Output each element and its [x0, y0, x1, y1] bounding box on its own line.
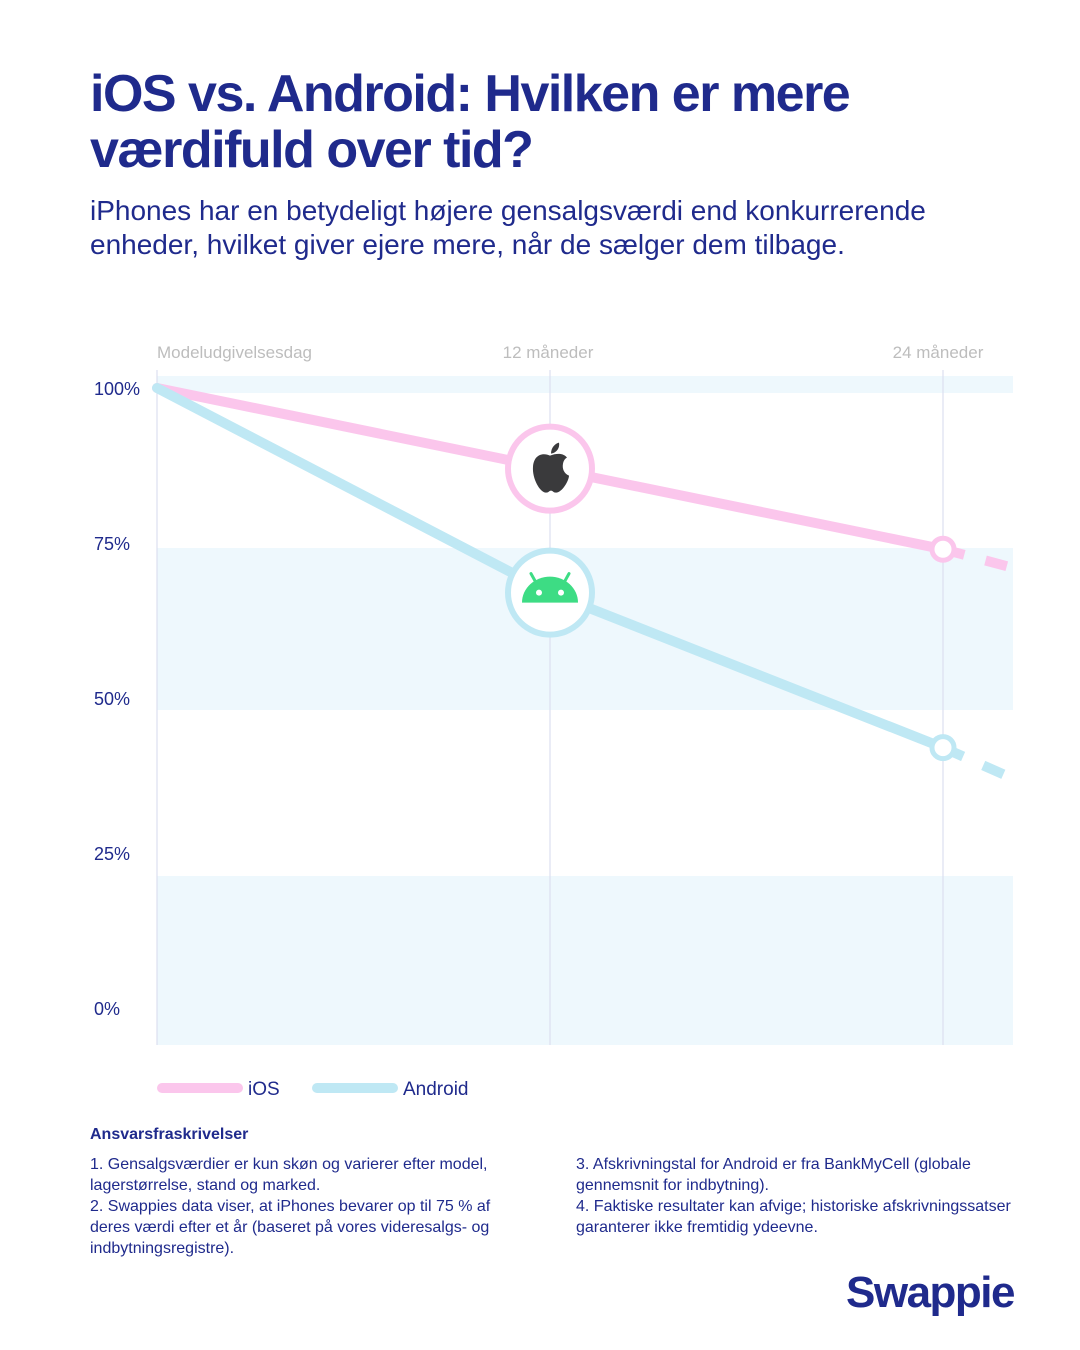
android-icon	[522, 572, 578, 603]
disclaimer-column-2: 3. Afskrivningstal for Android er fra Ba…	[576, 1154, 1016, 1259]
data-point-ios	[929, 535, 957, 563]
legend-label: Android	[403, 1079, 469, 1100]
apple-icon	[532, 442, 569, 493]
page-title: iOS vs. Android: Hvilken er mere værdifu…	[90, 65, 851, 179]
y-tick-label: 0%	[94, 999, 120, 1019]
disclaimer-section: Ansvarsfraskrivelser 1. Gensalgsværdier …	[90, 1126, 1020, 1259]
x-tick-label: 24 måneder	[893, 343, 984, 362]
value-retention-chart: Modeludgivelsesdag 12 måneder 24 måneder 10…	[94, 343, 1016, 1100]
y-tick-label: 50%	[94, 689, 130, 709]
x-tick-label: 12 måneder	[503, 343, 594, 362]
x-tick-label: Modeludgivelsesdag	[157, 343, 312, 362]
page-subtitle: iPhones har en betydeligt højere gensalg…	[90, 195, 926, 260]
y-tick-label: 100%	[94, 379, 140, 399]
disclaimer-item: 3. Afskrivningstal for Android er fra Ba…	[576, 1156, 971, 1194]
disclaimer-column-1: 1. Gensalgsværdier er kun skøn og varier…	[90, 1154, 530, 1259]
y-tick-label: 25%	[94, 844, 130, 864]
data-point-android	[929, 734, 957, 762]
y-tick-label: 75%	[94, 534, 130, 554]
disclaimer-item: 1. Gensalgsværdier er kun skøn og varier…	[90, 1156, 488, 1194]
legend-label: iOS	[248, 1079, 280, 1100]
disclaimer-item: 4. Faktiske resultater kan afvige; histo…	[576, 1198, 1011, 1236]
disclaimer-item: 2. Swappies data viser, at iPhones bevar…	[90, 1198, 491, 1257]
background-band	[157, 876, 1013, 1045]
swappie-logo[interactable]: Swappie	[846, 1268, 1016, 1317]
background-band	[157, 376, 1013, 393]
disclaimer-title: Ansvarsfraskrivelser	[90, 1126, 249, 1143]
